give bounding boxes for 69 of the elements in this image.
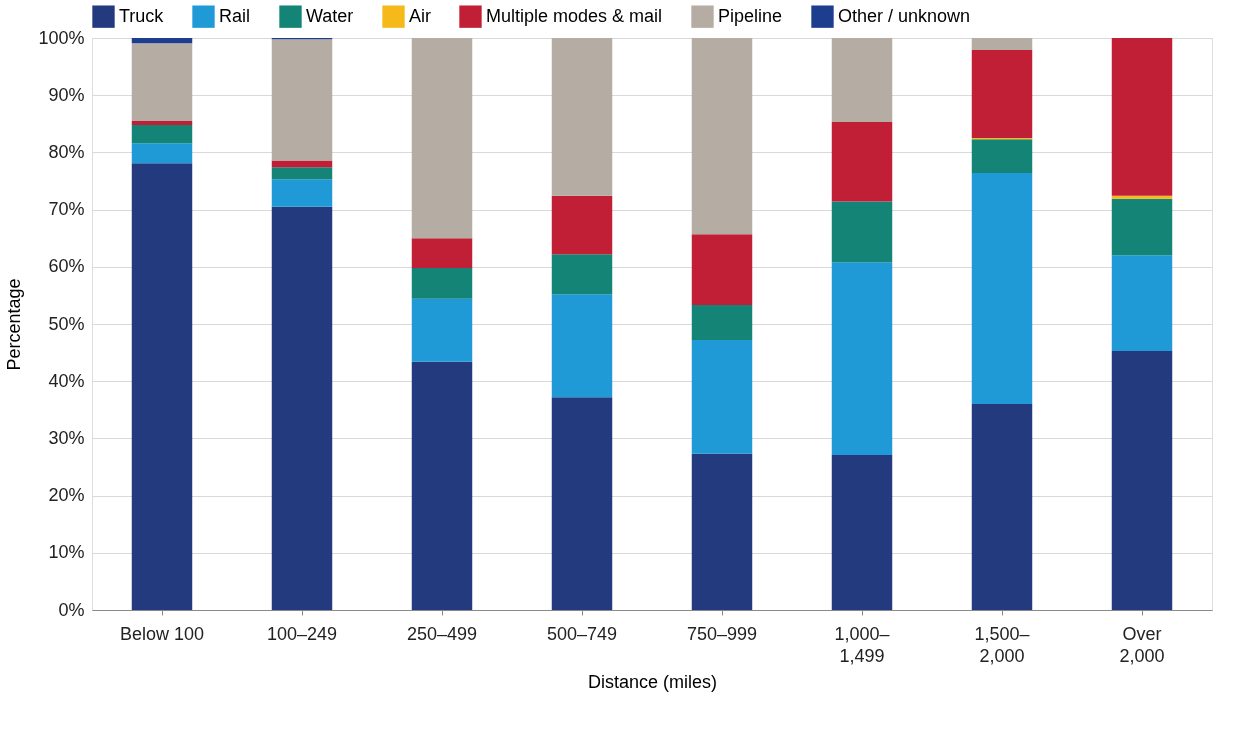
bar [131, 124, 193, 144]
x-tick-label: 750–999 [686, 623, 758, 644]
legend-label: Other / unknown [838, 5, 971, 26]
y-tick-label: 20% [48, 485, 85, 506]
x-tick-label: 250–499 [406, 623, 478, 644]
bar [1111, 198, 1173, 256]
bar [411, 267, 473, 299]
y-tick-label: 90% [48, 84, 85, 105]
bar [131, 43, 193, 121]
bar [131, 143, 193, 164]
bar [551, 38, 613, 196]
bar [1111, 255, 1173, 351]
bar [691, 305, 753, 341]
x-tick-label: 100–249 [266, 623, 338, 644]
bar [271, 39, 333, 161]
y-tick-label: 100% [38, 27, 85, 48]
bar [131, 163, 193, 610]
x-tick-label: 1,500–2,000 [974, 623, 1030, 666]
bar [411, 361, 473, 610]
bar [691, 38, 753, 235]
bar [551, 195, 613, 255]
bar [971, 139, 1033, 173]
x-tick-label: Over 2,000 [1119, 623, 1165, 666]
y-tick-label: 10% [48, 542, 85, 563]
bar [551, 397, 613, 610]
bar [271, 206, 333, 610]
bar [831, 262, 893, 455]
legend-label: Rail [219, 5, 251, 26]
bar [691, 340, 753, 454]
legend-label: Water [306, 5, 354, 26]
bar [551, 294, 613, 398]
legend-label: Pipeline [718, 5, 783, 26]
bar [831, 201, 893, 263]
bar [1111, 350, 1173, 610]
bar [691, 453, 753, 610]
bar [271, 167, 333, 180]
y-tick-label: 0% [58, 599, 85, 620]
y-tick-label: 30% [48, 427, 85, 448]
bar [411, 298, 473, 362]
bar [411, 238, 473, 268]
bar [131, 120, 193, 125]
x-tick-label: 1,000–1,499 [834, 623, 890, 666]
bar [1111, 38, 1173, 196]
bar [831, 454, 893, 610]
bar [551, 254, 613, 295]
bar [971, 38, 1033, 51]
bar [831, 122, 893, 202]
y-tick-label: 60% [48, 256, 85, 277]
y-tick-label: 80% [48, 141, 85, 162]
bar [411, 38, 473, 239]
y-tick-label: 50% [48, 313, 85, 334]
bar [971, 172, 1033, 405]
bar [131, 38, 193, 44]
legend-label: Air [409, 5, 431, 26]
bar [271, 179, 333, 207]
bar [271, 160, 333, 168]
bar [971, 404, 1033, 610]
bar [691, 234, 753, 306]
x-axis-title: Distance (miles) [587, 671, 718, 692]
bar [831, 38, 893, 123]
bar [1111, 195, 1173, 199]
y-axis-title: Percentage [4, 278, 25, 371]
y-tick-label: 70% [48, 199, 85, 220]
bar [971, 50, 1033, 139]
y-tick-label: 40% [48, 370, 85, 391]
legend-label: Multiple modes & mail [486, 5, 663, 26]
x-tick-label: 500–749 [546, 623, 618, 644]
legend-label: Truck [119, 5, 165, 26]
x-tick-label: Below 100 [119, 623, 205, 644]
